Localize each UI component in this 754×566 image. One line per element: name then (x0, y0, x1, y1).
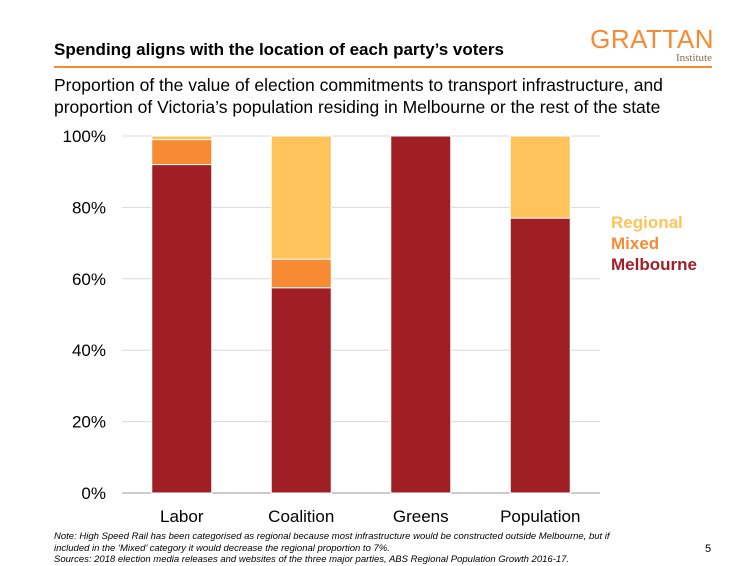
legend-melbourne: Melbourne (611, 255, 697, 274)
y-tick-label: 40% (72, 341, 106, 360)
legend-mixed: Mixed (611, 234, 660, 253)
logo-subtext: Institute (675, 52, 712, 64)
logo-wordmark: GRATTAN (590, 24, 714, 54)
y-tick-label: 0% (81, 484, 106, 503)
bar-labor-regional (151, 135, 213, 141)
x-tick-label: Labor (160, 507, 204, 526)
sources-line: Sources: 2018 election media releases an… (54, 554, 570, 565)
bar-coalition-melbourne (270, 287, 332, 494)
y-tick-label: 80% (72, 198, 106, 217)
y-tick-label: 20% (72, 413, 106, 432)
y-tick-labels: 0% 20% 40% 60% 80% 100% (63, 127, 106, 503)
footnote: Note: High Speed Rail has been categoris… (54, 531, 694, 566)
page-number: 5 (705, 543, 712, 555)
bar-population-melbourne (509, 217, 571, 494)
x-tick-labels: Labor Coalition Greens Population (160, 507, 580, 526)
x-tick-label: Greens (393, 507, 449, 526)
bars (151, 135, 571, 494)
legend-regional: Regional (611, 213, 683, 232)
bar-labor-melbourne (151, 164, 213, 494)
note-line-2: included in the ‘Mixed’ category it woul… (54, 542, 390, 554)
bar-population-regional (509, 135, 571, 219)
x-tick-label: Coalition (268, 507, 334, 526)
chart-subtitle: Proportion of the value of election comm… (54, 75, 663, 117)
grattan-logo: GRATTAN Institute (590, 26, 714, 66)
bar-coalition-mixed (270, 258, 332, 289)
bar-coalition-regional (270, 135, 332, 260)
y-tick-label: 100% (63, 127, 106, 146)
x-tick-label: Population (500, 507, 580, 526)
bar-greens-melbourne (390, 135, 452, 494)
y-tick-label: 60% (72, 270, 106, 289)
legend: Regional Mixed Melbourne (611, 212, 697, 275)
title-rule (54, 66, 712, 68)
page-title: Spending aligns with the location of eac… (54, 40, 504, 59)
note-line-1: Note: High Speed Rail has been categoris… (54, 531, 610, 542)
bar-labor-mixed (151, 139, 213, 166)
